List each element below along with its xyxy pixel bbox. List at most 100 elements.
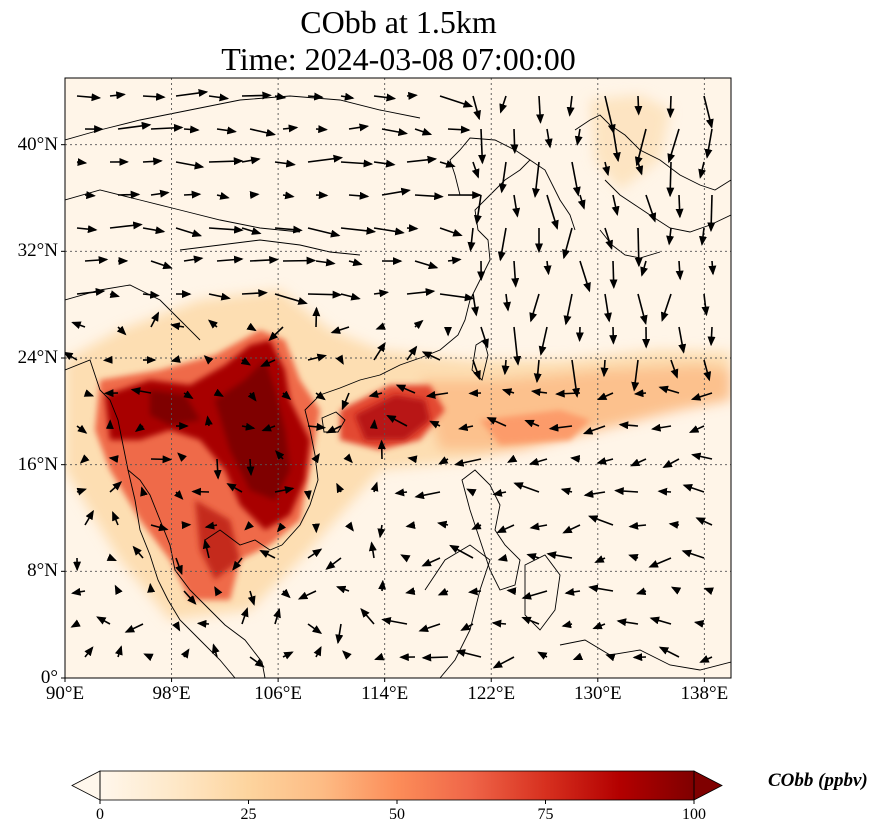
wind-arrow (649, 616, 672, 625)
map-panel (65, 78, 731, 678)
wind-arrow (574, 128, 583, 146)
wind-arrow (675, 260, 684, 281)
wind-arrow (381, 187, 411, 196)
wind-arrow (315, 125, 328, 134)
wind-arrow (548, 423, 573, 432)
wind-arrow (414, 260, 439, 270)
wind-arrow (132, 545, 144, 559)
wind-arrow (414, 491, 441, 500)
wind-arrow (368, 390, 383, 398)
wind-arrow (670, 359, 679, 379)
wind-arrow (83, 389, 95, 397)
wind-arrow (208, 225, 244, 234)
wind-arrow (594, 555, 606, 563)
wind-arrow (496, 524, 515, 534)
wind-arrow (208, 157, 244, 166)
lon-tick-label: 130°E (573, 683, 622, 704)
wind-arrow (634, 128, 647, 167)
wind-arrow (313, 645, 322, 658)
wind-arrow (521, 616, 540, 625)
wind-arrow (437, 520, 449, 529)
colorbar-label: CObb (ppbv) (768, 770, 868, 791)
wind-arrow (421, 351, 441, 361)
wind-arrow (307, 227, 341, 238)
wind-arrow (241, 91, 272, 100)
wind-arrow (340, 226, 377, 235)
wind-arrow (377, 524, 386, 539)
wind-arrow (555, 389, 581, 398)
wind-arrow (76, 287, 106, 296)
lon-tick-label: 106°E (254, 683, 302, 704)
wind-arrow (492, 656, 515, 669)
wind-arrow (114, 584, 123, 596)
lat-tick-label: 0° (40, 667, 58, 688)
wind-arrow (268, 326, 284, 342)
wind-arrow (274, 159, 296, 168)
colorbar-extend-max (693, 770, 723, 801)
wind-arrow (634, 227, 643, 268)
wind-arrow (150, 311, 160, 328)
wind-arrow (183, 125, 200, 134)
wind-arrow (79, 454, 90, 464)
wind-arrow (76, 424, 88, 434)
plot-title-line1: CObb at 1.5km (300, 4, 497, 40)
wind-arrow (71, 321, 86, 330)
wind-arrow (282, 124, 299, 133)
wind-arrow (191, 487, 210, 496)
wind-arrow (183, 190, 202, 199)
wind-arrow (370, 481, 379, 493)
wind-arrow (628, 553, 639, 562)
wind-arrow (282, 651, 294, 660)
wind-arrow (562, 524, 581, 534)
wind-arrow (439, 293, 475, 302)
wind-arrow (84, 509, 94, 526)
wind-arrow (529, 522, 548, 531)
wind-arrow (381, 617, 408, 625)
wind-arrow (628, 521, 647, 530)
wind-arrow (499, 95, 508, 114)
wind-arrow (491, 619, 507, 628)
wind-arrow (307, 154, 344, 163)
wind-arrow (602, 161, 611, 177)
wind-arrow (703, 359, 712, 382)
wind-arrow (335, 354, 344, 365)
wind-arrow (501, 359, 510, 376)
wind-arrow (666, 161, 675, 198)
wind-arrow (247, 391, 257, 402)
wind-arrow (147, 582, 156, 593)
wind-arrow (175, 161, 205, 170)
wind-arrow (373, 227, 405, 236)
wind-arrow (130, 387, 152, 395)
wind-arrow (413, 319, 424, 330)
wind-arrow (369, 419, 378, 430)
wind-arrow (386, 414, 408, 427)
wind-arrow (307, 422, 327, 431)
wind-arrow (699, 655, 713, 663)
wind-arrow (216, 126, 237, 135)
wind-arrow (592, 621, 606, 630)
wind-arrow (561, 620, 573, 629)
wind-arrow (447, 256, 462, 265)
wind-arrow (637, 293, 648, 325)
wind-arrow (660, 293, 672, 322)
wind-arrow (109, 481, 123, 493)
colorbar-tick-label: 0 (96, 806, 104, 823)
wind-arrow (611, 194, 620, 216)
wind-arrow (704, 128, 713, 159)
wind-arrow (208, 93, 230, 102)
wind-arrow (340, 159, 374, 168)
wind-arrow (530, 388, 548, 397)
wind-arrow (587, 515, 614, 526)
wind-arrow (109, 91, 126, 100)
wind-arrow (142, 92, 166, 101)
wind-arrow (134, 423, 145, 433)
wind-arrow (439, 160, 456, 168)
wind-arrow (635, 161, 644, 176)
wind-arrow (175, 227, 203, 238)
wind-arrow (394, 488, 408, 497)
wind-arrow (373, 93, 397, 102)
wind-arrow (170, 355, 181, 363)
wind-arrow (348, 123, 370, 132)
wind-arrow (106, 553, 117, 562)
wind-arrow (604, 227, 613, 251)
